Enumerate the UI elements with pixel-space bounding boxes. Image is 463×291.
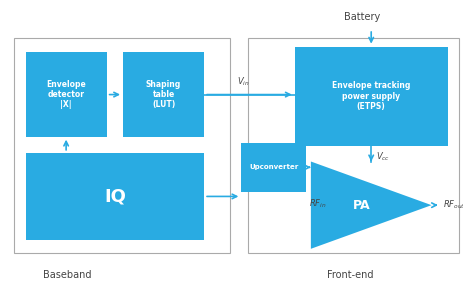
Bar — [25, 153, 204, 240]
Text: $RF_{out}$: $RF_{out}$ — [442, 199, 463, 211]
Text: IQ: IQ — [104, 187, 125, 205]
Bar — [294, 47, 447, 146]
Bar — [14, 38, 229, 253]
Text: $V_{cc}$: $V_{cc}$ — [375, 151, 389, 163]
Text: $V_{in}$: $V_{in}$ — [236, 75, 249, 88]
Bar — [25, 52, 106, 137]
Text: Envelope
detector
|X|: Envelope detector |X| — [46, 80, 86, 109]
Text: $RF_{in}$: $RF_{in}$ — [308, 198, 325, 210]
Text: Front-end: Front-end — [326, 270, 373, 280]
Text: Envelope tracking
power supply
(ETPS): Envelope tracking power supply (ETPS) — [332, 81, 409, 111]
Bar — [248, 38, 458, 253]
Text: Shaping
table
(LUT): Shaping table (LUT) — [146, 80, 181, 109]
Text: Baseband: Baseband — [43, 270, 91, 280]
Text: Upconverter: Upconverter — [249, 164, 298, 170]
Polygon shape — [310, 162, 431, 249]
Text: Battery: Battery — [343, 13, 379, 22]
Text: PA: PA — [352, 199, 370, 212]
Bar — [123, 52, 204, 137]
Bar — [241, 143, 306, 192]
